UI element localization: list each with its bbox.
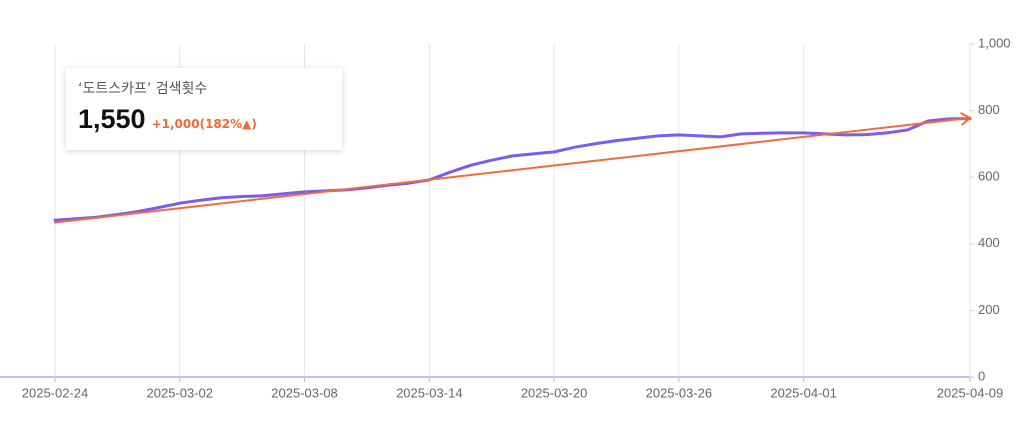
x-tick-label: 2025-02-24 <box>22 385 89 400</box>
y-tick-label: 600 <box>978 169 1000 184</box>
x-tick-label: 2025-03-02 <box>147 385 214 400</box>
info-card: ‘도트스카프’ 검색횟수 1,550 +1,000(182%▲) <box>66 68 342 150</box>
x-tick-label: 2025-03-08 <box>271 385 338 400</box>
x-tick-label: 2025-03-14 <box>396 385 463 400</box>
card-value: 1,550 <box>78 104 146 134</box>
x-tick-label: 2025-03-26 <box>646 385 713 400</box>
y-tick-label: 200 <box>978 302 1000 317</box>
x-tick-label: 2025-04-09 <box>937 385 1004 400</box>
y-tick-label: 800 <box>978 102 1000 117</box>
trend-line <box>54 116 971 224</box>
x-tick-label: 2025-03-20 <box>521 385 588 400</box>
x-tick-label: 2025-04-01 <box>770 385 837 400</box>
y-tick-label: 1,000 <box>978 35 1011 50</box>
y-tick-label: 400 <box>978 235 1000 250</box>
y-tick-label: 0 <box>978 368 985 383</box>
data-line <box>53 117 972 222</box>
card-title: ‘도트스카프’ 검색횟수 <box>78 81 208 97</box>
card-change: +1,000(182%▲) <box>151 117 257 131</box>
trend-arrow <box>960 112 972 126</box>
